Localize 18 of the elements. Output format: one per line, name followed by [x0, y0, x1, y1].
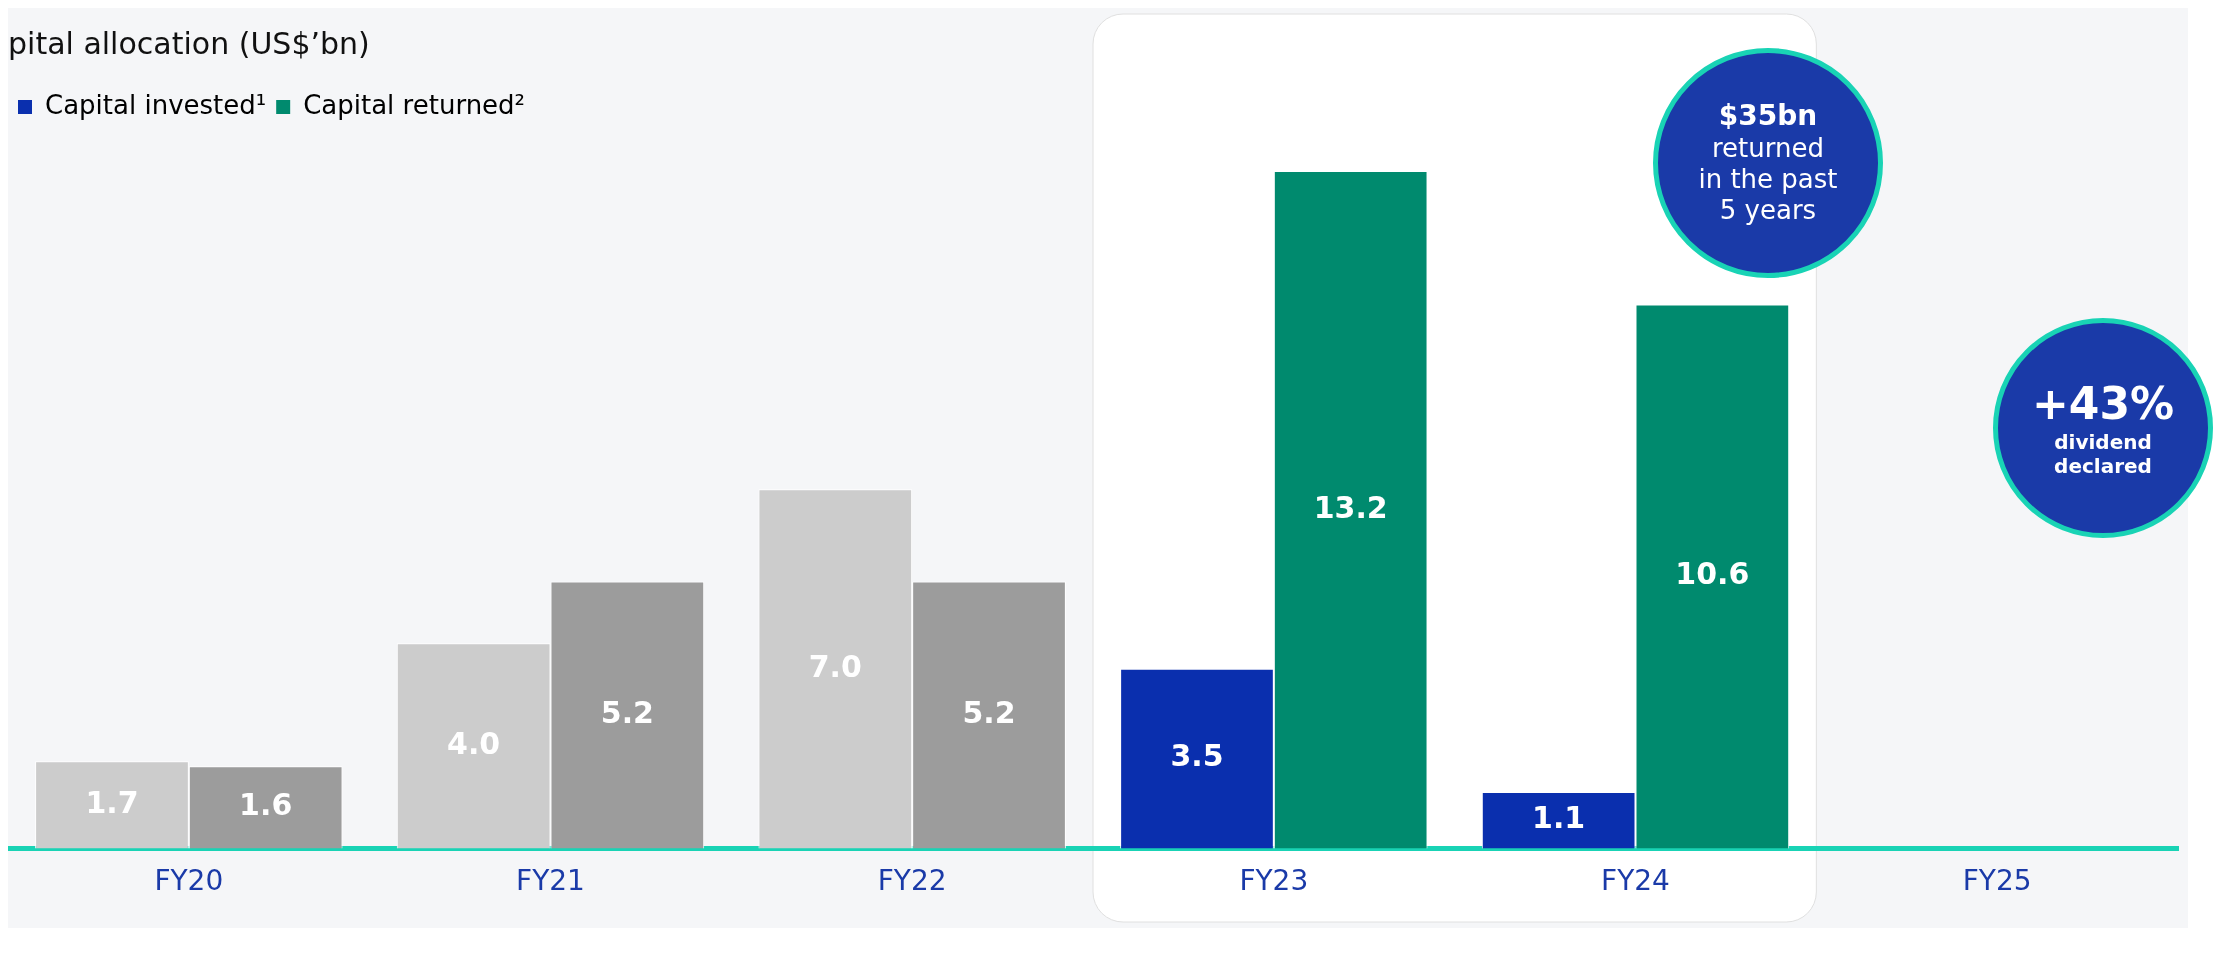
annotation: $35bn returned in the past 5 years [1698, 99, 1838, 227]
data-label: 10.6 [1675, 556, 1750, 592]
annotation: +43% dividend declared [2031, 377, 2175, 479]
data-label: 1.1 [1532, 799, 1586, 835]
data-label: 13.2 [1313, 489, 1388, 525]
x-tick-label: FY22 [877, 864, 947, 898]
chart-title: pital allocation (US$’bn) [8, 25, 370, 61]
x-tick-label: FY20 [154, 864, 224, 898]
legend-label: Capital returned² [303, 89, 526, 120]
x-tick-label: FY21 [516, 864, 585, 898]
x-tick-label: FY25 [1962, 864, 2032, 898]
data-label: 5.2 [962, 694, 1016, 730]
x-tick-label: FY24 [1601, 864, 1670, 898]
x-tick-label: FY23 [1239, 864, 1309, 898]
data-label: 1.6 [239, 787, 293, 823]
data-label: 5.2 [600, 694, 654, 730]
data-label: 3.5 [1170, 738, 1224, 774]
legend-label: Capital invested¹ [45, 89, 267, 120]
